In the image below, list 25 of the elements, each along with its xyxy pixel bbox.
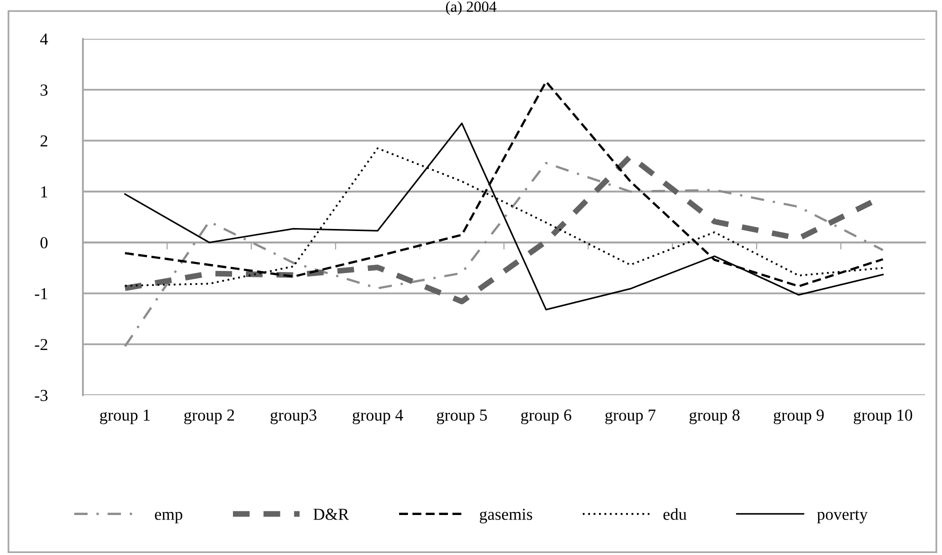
x-tick-label: group 8 <box>690 409 740 424</box>
legend-label: emp <box>154 512 182 524</box>
chart-title: (a) 2004 <box>446 1 496 15</box>
x-tick-label: group 7 <box>605 410 656 424</box>
x-tick-label: group 9 <box>774 410 824 424</box>
x-tick-label: group 6 <box>521 410 572 424</box>
y-tick-label: 2 <box>40 135 48 146</box>
legend-label: gasemis <box>480 508 532 524</box>
legend-label: edu <box>663 508 687 520</box>
x-tick-label: group 1 <box>100 410 150 424</box>
x-tick-label: group 5 <box>436 410 487 424</box>
y-tick-label: 0 <box>40 237 48 248</box>
y-tick-label: -3 <box>34 390 48 402</box>
legend-label: poverty <box>817 510 868 524</box>
y-tick-label: -1 <box>34 288 48 300</box>
x-tick-label: group3 <box>270 410 316 424</box>
x-tick-label: group 10 <box>854 409 912 424</box>
y-tick-label: 1 <box>41 186 48 198</box>
legend-label: D&R <box>313 508 350 520</box>
y-tick-label: 3 <box>40 84 48 96</box>
x-tick-label: group 2 <box>184 410 234 424</box>
y-tick-label: 4 <box>40 34 48 45</box>
line-series <box>124 162 884 348</box>
x-tick-label: group 4 <box>352 410 404 424</box>
y-tick-label: -2 <box>34 339 48 350</box>
